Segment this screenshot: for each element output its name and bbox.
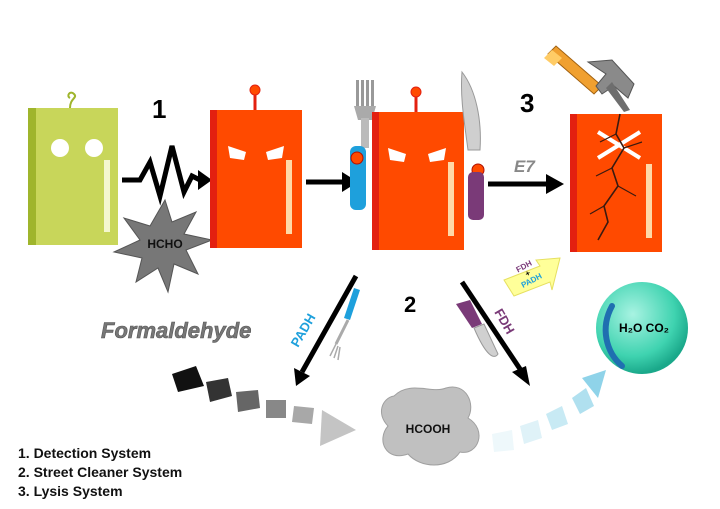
padh-label: PADH (288, 311, 319, 350)
hcooh-label: HCOOH (406, 422, 451, 436)
step-2-number: 2 (404, 292, 416, 317)
padh-arrow (294, 274, 359, 386)
cell-armed (350, 86, 485, 250)
cell-lysed (570, 113, 662, 252)
cell-angry-detected (210, 84, 302, 248)
legend-item-lysis: 3. Lysis System (18, 483, 123, 499)
knife-small-icon (456, 300, 499, 357)
h2o-co2-label: H₂O CO₂ (619, 321, 669, 335)
fork-small-icon (329, 288, 360, 361)
h2o-co2-sphere: H₂O CO₂ (596, 282, 688, 374)
fdh-padh-plus: + (524, 268, 533, 278)
step-1-number: 1 (152, 94, 166, 124)
e7-label: E7 (514, 157, 536, 176)
hcooh-to-products-flow-arrow (492, 370, 606, 452)
legend: 1. Detection System 2. Street Cleaner Sy… (18, 444, 182, 501)
hcho-starburst: HCHO (112, 198, 214, 294)
hcho-label: HCHO (147, 237, 182, 251)
hcho-to-hcooh-flow-arrow (172, 366, 356, 446)
step-3-number: 3 (520, 88, 534, 118)
formaldehyde-label: Formaldehyde (101, 318, 251, 343)
knife-fdh-tool (460, 70, 484, 220)
cell-idle (28, 91, 118, 245)
fdh-padh-input-arrow: FDH + PADH (503, 257, 561, 297)
legend-item-street-cleaner: 2. Street Cleaner System (18, 464, 183, 480)
hammer-icon (544, 45, 635, 112)
arrow-lysis (488, 174, 564, 194)
legend-item-detection: 1. Detection System (18, 445, 152, 461)
detection-signal-arrow (122, 145, 212, 206)
fdh-arrow (459, 280, 530, 386)
hcooh-blob: HCOOH (380, 386, 480, 466)
